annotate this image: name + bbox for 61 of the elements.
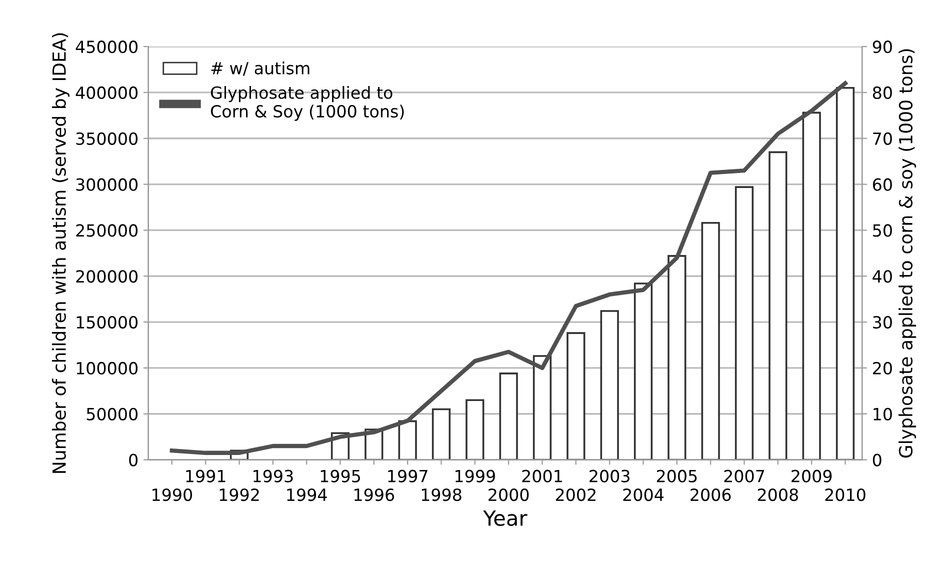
bar: [768, 151, 788, 460]
y2-tick-label: 40: [872, 270, 892, 283]
y-tick-label: 400000: [76, 86, 138, 100]
x-tick-label: 2008: [758, 488, 798, 502]
x-tick-label: 1997: [388, 470, 428, 482]
y-tick-label: 450000: [76, 40, 138, 54]
y2-tick-label: 10: [874, 408, 892, 420]
y2-tick-label: 90: [872, 40, 892, 54]
x-tick-label: 2000: [488, 488, 529, 502]
x-tick-label: 2007: [724, 470, 764, 482]
bar: [836, 86, 855, 460]
x-tick-label: 2002: [556, 488, 596, 502]
y2-tick-label: 20: [873, 362, 892, 375]
legend-label: # w/ autism: [211, 62, 310, 76]
legend-label: Glyphosate applied to Corn & Soy (1000 tons): [210, 86, 404, 121]
x-tick-label: 2006: [690, 488, 731, 502]
y-tick-label: 50000: [86, 408, 138, 420]
x-tick-label: 2005: [656, 470, 697, 482]
x-tick-label: 2003: [590, 470, 630, 482]
y2-tick-label: 70: [873, 132, 892, 145]
y-tick-label: 0: [129, 454, 138, 466]
bar: [432, 408, 451, 460]
x-tick-label: 1999: [456, 470, 495, 482]
bar: [668, 255, 686, 460]
bar: [701, 222, 720, 460]
y2-axis-title: Glyphosate applied to corn & soy (1000 tons): [898, 49, 916, 458]
bar: [398, 420, 417, 460]
bar: [566, 332, 586, 460]
bar: [600, 310, 619, 460]
bar: [466, 399, 484, 460]
y2-tick-label: 80: [872, 86, 892, 100]
y-tick-label: 350000: [76, 132, 138, 145]
bar: [532, 355, 552, 460]
x-tick-label: 2004: [623, 488, 664, 502]
y-tick-label: 300000: [76, 178, 138, 191]
y-tick-label: 200000: [76, 270, 138, 283]
x-tick-label: 2010: [825, 488, 866, 502]
x-tick-label: 1990: [152, 488, 192, 502]
bar: [634, 282, 653, 460]
x-tick-label: 1994: [287, 488, 327, 502]
x-tick-label: 2009: [792, 470, 832, 482]
line-series: [170, 81, 848, 455]
x-axis-title: Year: [483, 510, 528, 526]
x-tick-label: 1998: [422, 488, 462, 502]
y-axis-title: Number of children with autism (served by IDEA): [52, 33, 70, 473]
x-tick-label: 2001: [522, 470, 562, 482]
y2-tick-label: 50: [873, 224, 892, 237]
y2-tick-label: 0: [872, 454, 882, 466]
y2-tick-label: 30: [873, 316, 892, 329]
x-tick-label: 1991: [186, 470, 226, 482]
y-tick-label: 100000: [76, 362, 138, 375]
y-tick-label: 150000: [76, 316, 138, 329]
bar: [499, 372, 518, 460]
bar: [802, 112, 821, 460]
x-tick-label: 1993: [254, 470, 293, 482]
x-tick-label: 1996: [354, 488, 394, 502]
x-tick-label: 1995: [320, 470, 360, 482]
bar: [734, 186, 754, 460]
y2-tick-label: 60: [872, 178, 892, 191]
x-tick-label: 1992: [220, 488, 259, 502]
y-tick-label: 250000: [76, 224, 138, 237]
